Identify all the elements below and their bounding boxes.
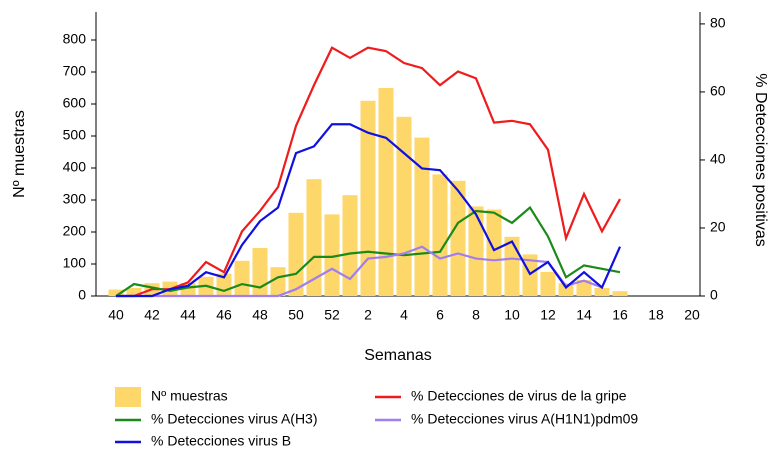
x-tick-label: 48 bbox=[252, 307, 268, 323]
bar bbox=[252, 248, 268, 296]
bar bbox=[234, 260, 250, 296]
x-tick-label: 20 bbox=[684, 307, 700, 323]
x-tick-label: 12 bbox=[540, 307, 556, 323]
x-tick-label: 8 bbox=[472, 307, 480, 323]
x-tick-label: 6 bbox=[436, 307, 444, 323]
legend-swatch bbox=[115, 387, 141, 407]
bar bbox=[270, 267, 286, 296]
x-tick-label: 14 bbox=[576, 307, 592, 323]
legend-label: % Detecciones virus A(H1N1)pdm09 bbox=[411, 411, 638, 427]
y2-tick-label: 40 bbox=[710, 151, 726, 167]
legend-label: % Detecciones virus A(H3) bbox=[151, 411, 318, 427]
y-tick-label: 200 bbox=[63, 223, 87, 239]
line bbox=[116, 46, 621, 298]
bar bbox=[558, 283, 574, 296]
x-tick-label: 52 bbox=[324, 307, 340, 323]
bar bbox=[360, 100, 376, 296]
bar bbox=[288, 212, 304, 296]
x-tick-label: 40 bbox=[108, 307, 124, 323]
bar bbox=[414, 137, 430, 296]
bar bbox=[612, 291, 628, 296]
x-tick-label: 2 bbox=[364, 307, 372, 323]
y-tick-label: 0 bbox=[78, 287, 86, 303]
bar bbox=[450, 180, 466, 296]
x-tick-label: 16 bbox=[612, 307, 628, 323]
x-tick-label: 18 bbox=[648, 307, 664, 323]
bar bbox=[576, 280, 592, 296]
bar bbox=[486, 209, 502, 296]
x-tick-label: 44 bbox=[180, 307, 196, 323]
bar bbox=[306, 179, 322, 296]
legend-label: Nº muestras bbox=[151, 388, 228, 404]
y2-tick-label: 80 bbox=[710, 15, 726, 31]
y2-axis-title: % Detecciones positivas bbox=[752, 73, 768, 246]
bar bbox=[396, 116, 412, 296]
legend-label: % Detecciones virus B bbox=[151, 433, 291, 449]
legend-label: % Detecciones de virus de la gripe bbox=[411, 388, 627, 404]
x-axis-title: Semanas bbox=[364, 347, 432, 364]
y-tick-label: 400 bbox=[63, 159, 87, 175]
x-tick-label: 50 bbox=[288, 307, 304, 323]
y2-tick-label: 20 bbox=[710, 219, 726, 235]
x-tick-label: 4 bbox=[400, 307, 408, 323]
bar bbox=[342, 195, 358, 296]
x-tick-label: 10 bbox=[504, 307, 520, 323]
bar bbox=[378, 88, 394, 296]
bar bbox=[108, 289, 124, 296]
x-tick-label: 42 bbox=[144, 307, 160, 323]
bar bbox=[540, 272, 556, 296]
bar bbox=[126, 288, 142, 296]
y-tick-label: 100 bbox=[63, 255, 87, 271]
y-tick-label: 600 bbox=[63, 95, 87, 111]
bar bbox=[324, 214, 340, 296]
y-tick-label: 800 bbox=[63, 31, 87, 47]
y2-tick-label: 60 bbox=[710, 83, 726, 99]
y2-tick-label: 0 bbox=[710, 287, 718, 303]
y-tick-label: 500 bbox=[63, 127, 87, 143]
bar bbox=[468, 206, 484, 296]
bar bbox=[504, 236, 520, 296]
line bbox=[116, 123, 622, 298]
y-tick-label: 300 bbox=[63, 191, 87, 207]
bar bbox=[432, 174, 448, 296]
bar bbox=[594, 288, 610, 296]
x-tick-label: 46 bbox=[216, 307, 232, 323]
y-tick-label: 700 bbox=[63, 63, 87, 79]
y-axis-title: Nº muestras bbox=[11, 110, 28, 198]
line bbox=[115, 205, 621, 297]
